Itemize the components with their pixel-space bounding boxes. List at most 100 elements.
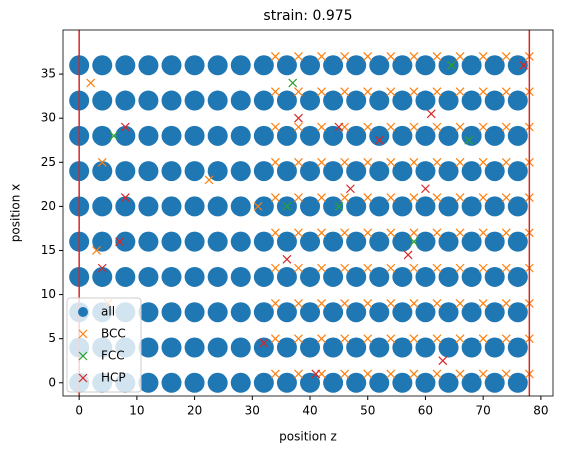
cross-stroke [317, 52, 326, 61]
cross-stroke [478, 334, 488, 344]
point [207, 196, 228, 217]
point [161, 55, 182, 76]
point [294, 369, 303, 379]
point [446, 60, 456, 70]
point [369, 337, 390, 358]
point [207, 125, 228, 146]
cross-stroke [317, 298, 326, 308]
point [270, 369, 280, 379]
point [184, 337, 205, 358]
point [369, 266, 390, 287]
cross-stroke [270, 87, 280, 97]
point [300, 90, 321, 111]
point [409, 52, 419, 61]
point [455, 87, 465, 97]
cross-stroke [270, 228, 280, 238]
cross-stroke [317, 157, 326, 167]
cross-stroke [464, 135, 474, 145]
point [270, 334, 280, 344]
point [184, 55, 205, 76]
point [230, 55, 251, 76]
point [392, 90, 413, 111]
point [392, 372, 413, 393]
cross-stroke [478, 193, 488, 202]
point [300, 231, 321, 252]
cross-stroke [409, 237, 419, 247]
point [138, 196, 159, 217]
cross-stroke [519, 60, 528, 70]
cross-stroke [317, 263, 326, 273]
point [455, 369, 465, 379]
cross-stroke [317, 334, 326, 344]
cross-stroke [120, 122, 130, 132]
point [300, 302, 321, 323]
cross-stroke [386, 334, 396, 344]
point [464, 135, 474, 145]
cross-stroke [432, 369, 442, 379]
point [346, 90, 367, 111]
point [230, 90, 251, 111]
point [409, 157, 419, 167]
point [323, 337, 344, 358]
point [270, 228, 280, 238]
cross-stroke [501, 122, 511, 132]
point [346, 161, 367, 182]
point [501, 157, 511, 167]
point [438, 125, 459, 146]
point [97, 157, 107, 167]
point [300, 125, 321, 146]
point [276, 90, 297, 111]
cross-stroke [363, 193, 373, 202]
cross-stroke [455, 334, 465, 344]
point [392, 266, 413, 287]
cross-stroke [455, 193, 465, 202]
cross-stroke [288, 78, 298, 88]
point [478, 193, 488, 202]
point [340, 298, 350, 308]
point [184, 90, 205, 111]
point [432, 157, 442, 167]
cross-stroke [340, 52, 350, 61]
point [300, 266, 321, 287]
point [501, 298, 511, 308]
point [369, 90, 390, 111]
point [317, 263, 326, 273]
cross-stroke [426, 109, 436, 119]
cross-stroke [363, 157, 373, 167]
point [438, 55, 459, 76]
point [184, 125, 205, 146]
point [253, 196, 274, 217]
point [461, 302, 482, 323]
y-tick-label: 0 [48, 375, 56, 389]
point [92, 266, 113, 287]
point [455, 228, 465, 238]
point [484, 372, 505, 393]
point [421, 184, 430, 194]
cross-stroke [478, 157, 488, 167]
cross-stroke [386, 263, 396, 273]
cross-stroke [334, 122, 344, 132]
point [323, 196, 344, 217]
cross-stroke [478, 369, 488, 379]
cross-stroke [109, 131, 119, 141]
point [97, 263, 107, 273]
cross-stroke [501, 87, 511, 97]
point [484, 302, 505, 323]
point [207, 337, 228, 358]
point [276, 55, 297, 76]
cross-stroke [253, 201, 263, 211]
cross-stroke [501, 157, 511, 167]
point [184, 161, 205, 182]
point [300, 161, 321, 182]
point [461, 231, 482, 252]
legend-label: all [101, 305, 115, 319]
cross-stroke [115, 237, 124, 247]
legend-marker [78, 351, 88, 361]
cross-stroke [432, 298, 442, 308]
point [317, 193, 326, 202]
point [207, 372, 228, 393]
point [294, 193, 303, 202]
cross-stroke [294, 298, 303, 308]
cross-stroke [432, 52, 442, 61]
